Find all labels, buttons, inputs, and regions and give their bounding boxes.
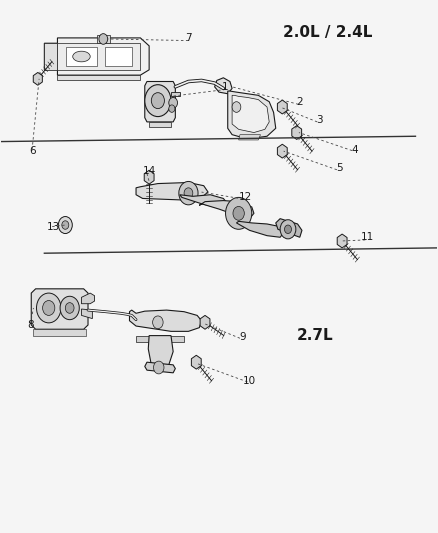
Polygon shape: [130, 310, 201, 332]
Text: 9: 9: [240, 332, 246, 342]
Polygon shape: [277, 100, 287, 114]
Polygon shape: [33, 72, 42, 85]
Text: 11: 11: [361, 232, 374, 243]
Polygon shape: [277, 144, 287, 158]
Ellipse shape: [73, 51, 90, 62]
Text: 2.7L: 2.7L: [297, 328, 333, 343]
Polygon shape: [171, 92, 180, 96]
Polygon shape: [191, 356, 201, 369]
Text: 5: 5: [336, 163, 343, 173]
Text: 2.0L / 2.4L: 2.0L / 2.4L: [283, 25, 373, 40]
Polygon shape: [276, 219, 302, 237]
Text: 8: 8: [27, 320, 34, 330]
Polygon shape: [144, 170, 154, 184]
Polygon shape: [215, 78, 232, 94]
Text: 2: 2: [297, 96, 303, 107]
Circle shape: [233, 206, 244, 220]
Circle shape: [62, 221, 69, 229]
Polygon shape: [232, 95, 269, 133]
Polygon shape: [57, 75, 141, 80]
Circle shape: [99, 34, 108, 44]
Polygon shape: [237, 221, 285, 237]
Polygon shape: [148, 336, 173, 365]
Circle shape: [65, 303, 74, 313]
Text: 13: 13: [46, 222, 60, 232]
Polygon shape: [239, 135, 261, 140]
Circle shape: [232, 102, 241, 112]
Polygon shape: [337, 234, 347, 248]
Polygon shape: [136, 336, 184, 342]
Text: 14: 14: [142, 166, 156, 176]
Text: 4: 4: [351, 144, 358, 155]
Polygon shape: [44, 38, 149, 75]
Circle shape: [153, 361, 164, 374]
Polygon shape: [292, 126, 302, 140]
Polygon shape: [149, 122, 171, 127]
Circle shape: [58, 216, 72, 233]
Polygon shape: [31, 289, 88, 329]
Circle shape: [152, 316, 163, 329]
Text: 3: 3: [316, 115, 323, 125]
Text: 12: 12: [239, 192, 252, 203]
Polygon shape: [145, 362, 175, 373]
Circle shape: [285, 225, 291, 233]
Polygon shape: [44, 43, 57, 70]
Circle shape: [169, 105, 175, 112]
Text: 1: 1: [222, 82, 229, 92]
Polygon shape: [228, 91, 276, 139]
Text: 7: 7: [185, 33, 192, 43]
Polygon shape: [145, 82, 175, 122]
Circle shape: [280, 220, 296, 239]
Polygon shape: [33, 329, 86, 336]
Polygon shape: [136, 182, 208, 200]
Text: 10: 10: [243, 376, 256, 386]
Polygon shape: [200, 316, 210, 329]
Circle shape: [36, 293, 61, 323]
Polygon shape: [199, 200, 254, 219]
Polygon shape: [97, 35, 110, 43]
Polygon shape: [106, 47, 132, 66]
Text: 6: 6: [29, 146, 35, 156]
Polygon shape: [66, 47, 97, 66]
Circle shape: [145, 85, 171, 117]
Circle shape: [226, 197, 252, 229]
Polygon shape: [81, 293, 95, 304]
Circle shape: [179, 181, 198, 205]
Circle shape: [184, 188, 193, 198]
Circle shape: [42, 301, 55, 316]
Polygon shape: [57, 43, 141, 70]
Circle shape: [60, 296, 79, 320]
Circle shape: [169, 98, 177, 108]
Circle shape: [151, 93, 164, 109]
Polygon shape: [180, 195, 228, 208]
Polygon shape: [81, 309, 92, 319]
